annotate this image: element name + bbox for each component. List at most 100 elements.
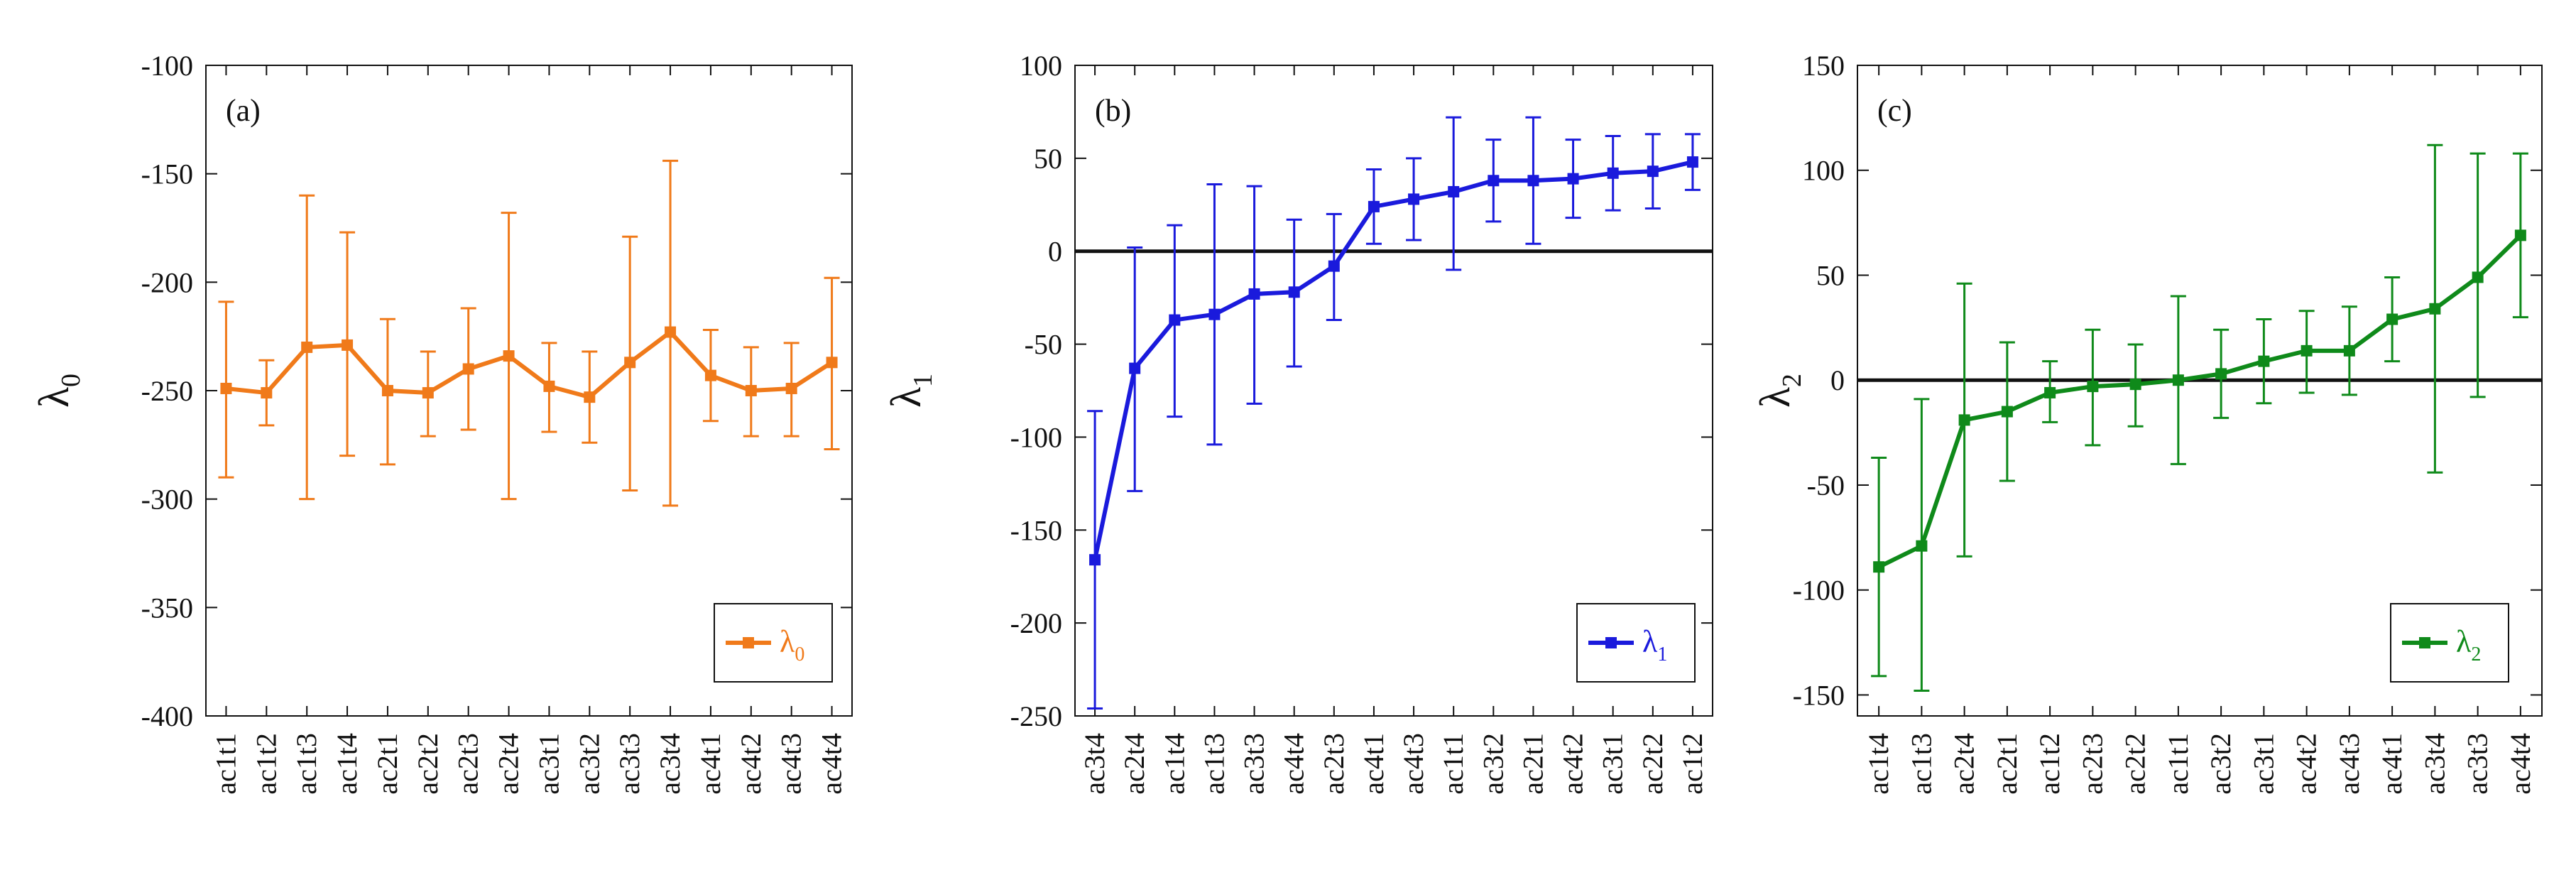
panel-label: (b) bbox=[1095, 93, 1131, 128]
x-tick-label: ac1t2 bbox=[1676, 733, 1708, 795]
y-tick-label: -300 bbox=[141, 484, 193, 516]
legend: λ1 bbox=[1576, 603, 1696, 683]
data-point bbox=[665, 326, 677, 338]
x-tick-label: ac4t4 bbox=[816, 733, 848, 795]
data-point bbox=[1607, 167, 1619, 179]
x-tick-label: ac2t1 bbox=[1991, 733, 2023, 795]
y-tick-label: -50 bbox=[1025, 329, 1062, 361]
x-tick-label: ac1t1 bbox=[2162, 733, 2194, 795]
x-tick-label: ac1t2 bbox=[250, 733, 282, 795]
data-point bbox=[1488, 175, 1500, 187]
x-tick-label: ac4t1 bbox=[1358, 733, 1390, 795]
legend-label: λ2 bbox=[2456, 624, 2481, 666]
data-point bbox=[1169, 314, 1181, 326]
data-point bbox=[1686, 156, 1698, 168]
x-tick-label: ac3t4 bbox=[2418, 733, 2450, 795]
x-tick-label: ac2t3 bbox=[2076, 733, 2108, 795]
data-point bbox=[624, 357, 636, 369]
x-tick-label: ac1t3 bbox=[1905, 733, 1937, 795]
x-tick-label: ac4t2 bbox=[1557, 733, 1589, 795]
data-point bbox=[2172, 374, 2184, 386]
data-point bbox=[2514, 229, 2526, 241]
data-point bbox=[301, 341, 313, 353]
legend: λ2 bbox=[2390, 603, 2509, 683]
y-tick-label: 0 bbox=[1048, 236, 1062, 268]
x-tick-label: ac2t2 bbox=[1637, 733, 1669, 795]
data-point bbox=[422, 387, 434, 399]
y-tick-label: -350 bbox=[141, 592, 193, 624]
data-point bbox=[2343, 344, 2355, 357]
x-tick-label: ac2t4 bbox=[493, 733, 525, 795]
x-tick-label: ac2t3 bbox=[452, 733, 484, 795]
data-point bbox=[381, 385, 393, 396]
y-tick-label: -150 bbox=[1010, 514, 1062, 546]
data-point bbox=[2429, 303, 2441, 315]
x-tick-label: ac1t4 bbox=[1158, 733, 1190, 795]
x-tick-label: ac3t3 bbox=[613, 733, 645, 795]
data-point bbox=[462, 363, 474, 375]
y-tick-label: -100 bbox=[1793, 575, 1845, 607]
x-tick-label: ac4t1 bbox=[2376, 733, 2408, 795]
data-point bbox=[2001, 406, 2013, 418]
data-point bbox=[543, 380, 555, 392]
x-tick-label: ac1t1 bbox=[209, 733, 241, 795]
data-point bbox=[342, 339, 354, 351]
data-point bbox=[1958, 414, 1970, 426]
legend-subscript: 2 bbox=[2471, 643, 2481, 666]
y-tick-label: 100 bbox=[1802, 155, 1845, 187]
legend-subscript: 1 bbox=[1657, 643, 1667, 666]
panel-label: (c) bbox=[1877, 93, 1912, 128]
x-tick-label: ac4t2 bbox=[735, 733, 767, 795]
y-tick-label: -150 bbox=[1793, 679, 1845, 711]
y-tick-label: 0 bbox=[1830, 364, 1845, 396]
data-point bbox=[1328, 260, 1340, 272]
data-point bbox=[2386, 313, 2398, 325]
x-tick-label: ac2t4 bbox=[1948, 733, 1980, 795]
data-point bbox=[1916, 540, 1928, 552]
plot-frame bbox=[1857, 65, 2543, 717]
legend-symbol: λ bbox=[1642, 624, 1658, 659]
x-tick-label: ac3t1 bbox=[533, 733, 564, 795]
x-tick-label: ac3t2 bbox=[2205, 733, 2237, 795]
legend-subscript: 0 bbox=[795, 643, 804, 666]
data-point bbox=[261, 387, 273, 399]
x-tick-label: ac3t2 bbox=[573, 733, 605, 795]
data-point bbox=[2087, 381, 2099, 393]
data-point bbox=[1129, 362, 1141, 374]
data-point bbox=[704, 369, 716, 381]
data-point bbox=[2472, 271, 2484, 283]
y-axis-label: λ0 bbox=[31, 374, 86, 408]
x-tick-label: ac4t3 bbox=[1397, 733, 1429, 795]
y-tick-label: 100 bbox=[1020, 50, 1062, 82]
data-point bbox=[2301, 344, 2313, 357]
y-tick-label: -400 bbox=[141, 700, 193, 732]
legend-box bbox=[1576, 603, 1696, 683]
data-point bbox=[1208, 308, 1221, 320]
data-point bbox=[785, 382, 797, 394]
legend-label: λ0 bbox=[780, 624, 804, 666]
chart-panel-3: 150 100 50 0 -50 -100 -150 ac1t4 ac1t3 ac2t4 ac2t1… bbox=[1752, 50, 2543, 795]
data-point bbox=[1873, 561, 1885, 573]
data-point bbox=[1567, 173, 1579, 185]
x-tick-label: ac4t4 bbox=[1278, 733, 1310, 795]
data-point bbox=[584, 391, 596, 403]
x-tick-label: ac3t4 bbox=[654, 733, 686, 795]
y-axis-label: λ1 bbox=[883, 374, 938, 408]
x-tick-label: ac1t4 bbox=[331, 733, 363, 795]
data-point bbox=[1408, 193, 1420, 205]
y-tick-label: -150 bbox=[141, 158, 193, 190]
legend-symbol: λ bbox=[780, 624, 795, 659]
plot-frame bbox=[1074, 65, 1713, 717]
y-tick-label: -100 bbox=[1010, 421, 1062, 453]
data-point bbox=[1647, 165, 1659, 178]
x-tick-label: ac3t2 bbox=[1477, 733, 1509, 795]
legend-marker bbox=[1605, 637, 1617, 648]
legend-label: λ1 bbox=[1642, 624, 1667, 666]
legend-marker bbox=[2419, 637, 2430, 648]
data-point bbox=[1527, 175, 1539, 187]
x-tick-label: ac3t1 bbox=[2247, 733, 2279, 795]
x-tick-label: ac4t3 bbox=[775, 733, 807, 795]
x-tick-label: ac1t2 bbox=[2034, 733, 2065, 795]
data-point bbox=[1448, 185, 1460, 197]
